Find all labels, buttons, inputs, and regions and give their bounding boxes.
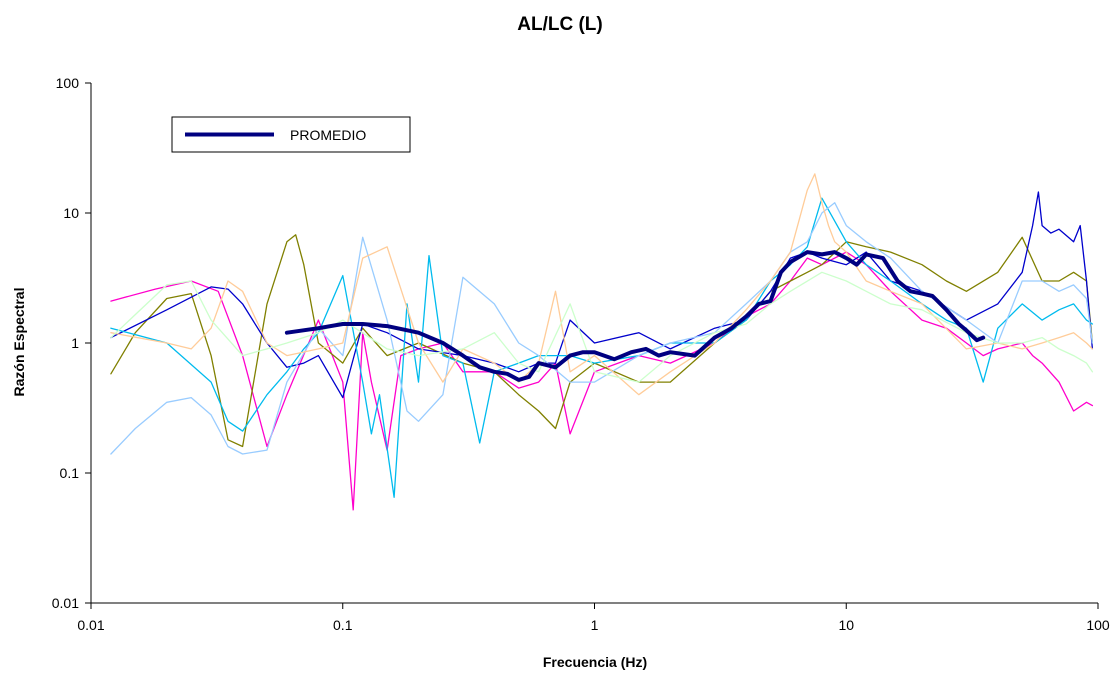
series-4-line bbox=[110, 197, 1094, 498]
y-tick-label: 10 bbox=[63, 205, 79, 221]
y-tick-label: 0.1 bbox=[60, 465, 80, 481]
legend-label-promedio: PROMEDIO bbox=[290, 127, 366, 143]
series-7-line bbox=[110, 271, 1094, 383]
legend: PROMEDIO bbox=[171, 116, 411, 153]
y-tick-label: 1 bbox=[71, 335, 79, 351]
x-tick-label: 100 bbox=[1086, 617, 1110, 633]
y-tick-label: 0.01 bbox=[52, 595, 79, 611]
series-promedio-line bbox=[284, 250, 986, 382]
y-tick-label: 100 bbox=[56, 75, 80, 91]
x-axis-label: Frecuencia (Hz) bbox=[543, 654, 647, 670]
x-tick-label: 1 bbox=[591, 617, 599, 633]
series-lines bbox=[110, 173, 1094, 511]
series-2-line bbox=[110, 234, 1094, 448]
series-1-line bbox=[110, 251, 1094, 511]
x-tick-label: 0.1 bbox=[333, 617, 353, 633]
series-3-line bbox=[110, 191, 1094, 399]
chart-title: AL/LC (L) bbox=[517, 14, 602, 35]
series-6-line bbox=[110, 173, 1094, 396]
y-axis-label: Razón Espectral bbox=[11, 288, 27, 397]
x-tick-label: 10 bbox=[838, 617, 854, 633]
x-ticks: 0.01 0.1 1 10 100 bbox=[77, 603, 1110, 633]
x-tick-label: 0.01 bbox=[77, 617, 104, 633]
series-5-line bbox=[110, 202, 1094, 455]
y-ticks: 0.01 0.1 1 10 100 bbox=[52, 75, 91, 611]
